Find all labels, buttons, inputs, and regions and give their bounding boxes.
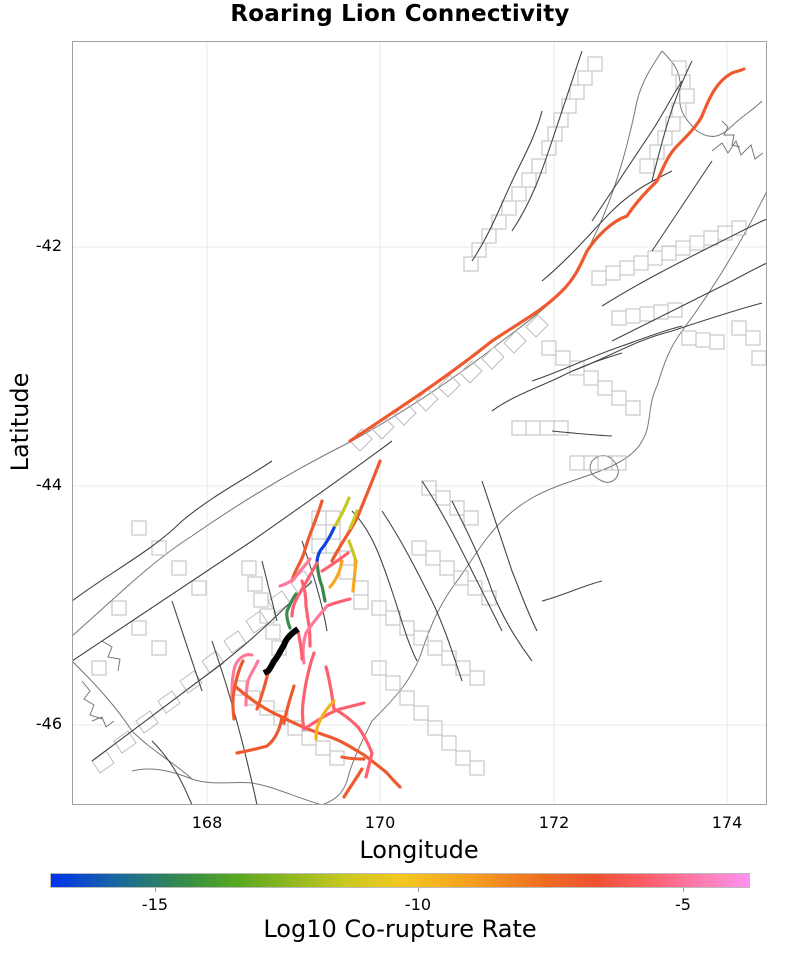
roaring-lion-source-fault — [262, 626, 300, 676]
colorbar-tick-mark — [683, 888, 684, 892]
colorbar-label: Log10 Co-rupture Rate — [263, 915, 537, 943]
co-rupture-segments — [230, 67, 746, 799]
colorbar-gradient — [50, 873, 750, 888]
chart-title: Roaring Lion Connectivity — [230, 1, 570, 27]
x-tick-label: 174 — [711, 813, 743, 832]
colorbar-tick-label: -5 — [675, 895, 691, 914]
alpine-fault-rupture — [348, 67, 746, 443]
grid-lines — [72, 41, 767, 805]
fault-patches — [91, 56, 767, 776]
map-plot-area — [72, 41, 767, 805]
plot-border — [72, 41, 767, 805]
y-tick-label: -44 — [35, 475, 62, 494]
colorbar-tick-mark — [155, 888, 156, 892]
colorbar-tick-mark — [418, 888, 419, 892]
y-axis-label: Latitude — [6, 372, 34, 472]
fault-traces — [72, 50, 767, 805]
y-tick-label: -42 — [35, 236, 62, 255]
coastline — [72, 50, 767, 805]
y-tick-label: -46 — [35, 714, 62, 733]
x-tick-label: 172 — [538, 813, 570, 832]
x-axis-label: Longitude — [359, 836, 479, 864]
colorbar-tick-label: -10 — [404, 895, 432, 914]
x-tick-label: 168 — [191, 813, 223, 832]
x-tick-label: 170 — [364, 813, 396, 832]
colorbar-tick-label: -15 — [141, 895, 169, 914]
